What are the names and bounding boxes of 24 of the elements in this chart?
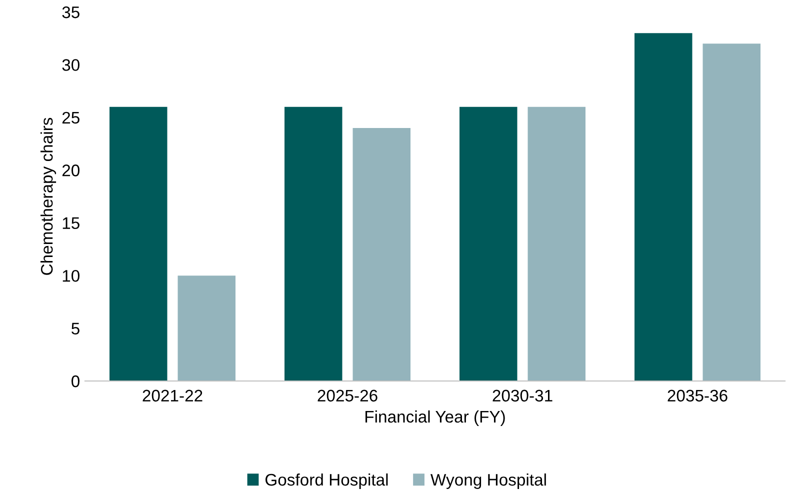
y-tick-label: 20 [62, 164, 80, 176]
y-tick-label: 5 [72, 322, 80, 334]
x-tick-label: 2025-26 [318, 390, 378, 402]
x-tick-label: 2035-36 [668, 390, 728, 402]
bar [352, 128, 410, 381]
bar [528, 106, 586, 381]
bar [460, 106, 518, 381]
y-tick-label: 35 [62, 6, 80, 18]
y-tick-label: 10 [62, 270, 80, 282]
x-tick-label: 2030-31 [492, 390, 552, 402]
bar [178, 276, 236, 381]
legend-label: Gosford Hospital [265, 473, 388, 489]
bar [284, 106, 342, 381]
bar [110, 106, 168, 381]
bar [634, 33, 692, 381]
x-tick-label: 2021-22 [142, 390, 202, 402]
legend-label: Wyong Hospital [430, 473, 546, 489]
y-tick-label: 15 [62, 217, 80, 230]
y-tick-label: 30 [62, 59, 80, 71]
y-tick-label: 25 [62, 112, 80, 124]
y-tick-label: 0 [72, 375, 80, 388]
bar [702, 44, 760, 381]
y-axis-title: Chemotherapy chairs [40, 118, 56, 275]
x-axis-title: Financial Year (FY) [365, 410, 505, 426]
